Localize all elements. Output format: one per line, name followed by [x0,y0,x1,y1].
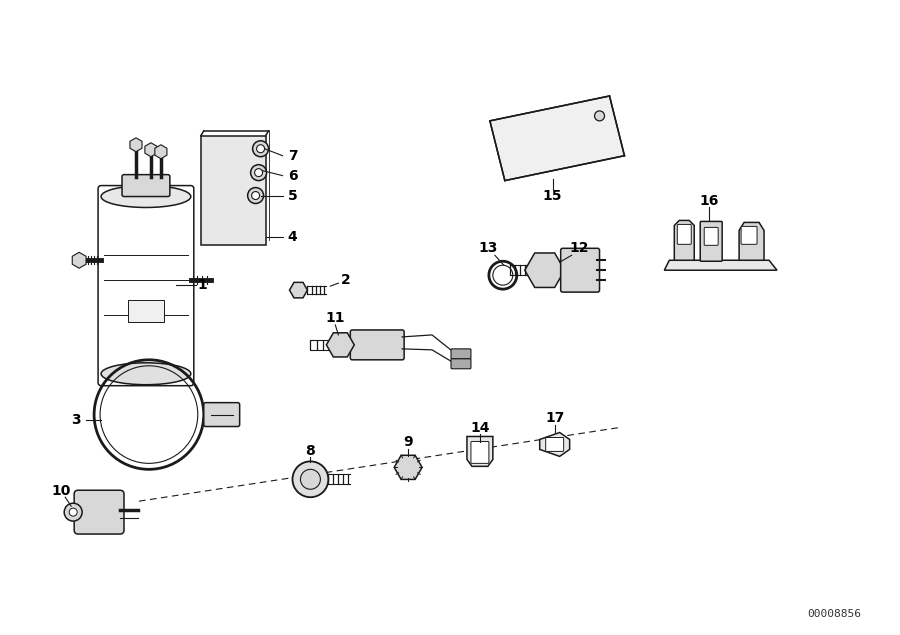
Text: 1: 1 [198,278,208,292]
Text: 14: 14 [470,420,490,434]
Circle shape [256,145,265,153]
Circle shape [252,192,259,199]
Text: 12: 12 [570,241,590,255]
Circle shape [248,187,264,203]
Text: 8: 8 [306,444,315,458]
FancyBboxPatch shape [451,359,471,369]
Ellipse shape [101,185,191,208]
Circle shape [255,169,263,177]
FancyBboxPatch shape [741,227,757,244]
FancyBboxPatch shape [678,224,691,244]
FancyBboxPatch shape [74,490,124,534]
Polygon shape [664,260,777,271]
FancyBboxPatch shape [451,349,471,359]
Circle shape [292,462,328,497]
Polygon shape [467,436,493,466]
Text: 15: 15 [543,189,562,203]
Text: 11: 11 [326,311,345,325]
Circle shape [595,111,605,121]
Text: 00008856: 00008856 [806,609,860,618]
FancyBboxPatch shape [203,403,239,427]
Polygon shape [540,432,570,457]
FancyBboxPatch shape [704,227,718,245]
Text: 3: 3 [71,413,81,427]
Circle shape [253,141,268,157]
FancyBboxPatch shape [545,438,563,451]
FancyBboxPatch shape [122,175,170,196]
Bar [128,300,164,322]
Circle shape [250,164,266,180]
Text: 10: 10 [51,485,71,498]
Ellipse shape [101,363,191,385]
Text: 6: 6 [288,169,297,183]
Text: 5: 5 [288,189,297,203]
Text: 13: 13 [478,241,498,255]
FancyBboxPatch shape [561,248,599,292]
Text: 9: 9 [403,436,413,450]
FancyBboxPatch shape [350,330,404,360]
FancyBboxPatch shape [471,441,489,464]
Circle shape [69,508,77,516]
Polygon shape [201,136,266,245]
Text: 16: 16 [699,194,719,208]
FancyBboxPatch shape [700,222,722,261]
FancyBboxPatch shape [98,185,194,385]
Text: 17: 17 [545,411,564,425]
Polygon shape [490,96,625,180]
Polygon shape [674,220,694,260]
Text: 7: 7 [288,149,297,163]
Circle shape [301,469,320,489]
Circle shape [64,503,82,521]
Text: 4: 4 [288,231,297,244]
Text: 2: 2 [340,273,350,287]
Polygon shape [739,222,764,260]
